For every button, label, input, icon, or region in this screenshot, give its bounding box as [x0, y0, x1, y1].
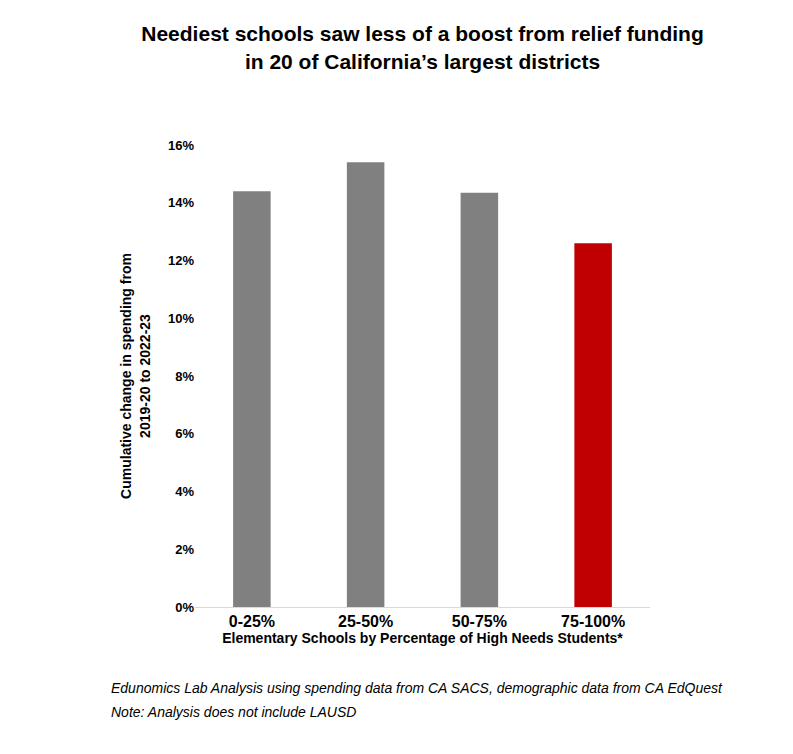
svg-text:8%: 8% — [175, 369, 194, 384]
svg-text:6%: 6% — [175, 426, 194, 441]
svg-text:75-100%: 75-100% — [561, 613, 625, 630]
svg-text:12%: 12% — [168, 253, 194, 268]
svg-text:50-75%: 50-75% — [452, 613, 507, 630]
svg-text:2%: 2% — [175, 542, 194, 557]
svg-text:25-50%: 25-50% — [338, 613, 393, 630]
svg-text:16%: 16% — [168, 138, 194, 153]
svg-text:4%: 4% — [175, 484, 194, 499]
svg-text:10%: 10% — [168, 311, 194, 326]
svg-text:Cumulative change in spending: Cumulative change in spending from2019-2… — [118, 253, 152, 499]
svg-text:0%: 0% — [175, 600, 194, 615]
svg-text:0-25%: 0-25% — [229, 613, 275, 630]
svg-text:14%: 14% — [168, 195, 194, 210]
svg-text:Note: Analysis does not includ: Note: Analysis does not include LAUSD — [111, 704, 356, 720]
svg-text:Elementary Schools by Percenta: Elementary Schools by Percentage of High… — [222, 630, 623, 646]
svg-text:Edunomics Lab Analysis using s: Edunomics Lab Analysis using spending da… — [111, 680, 723, 696]
svg-text:Neediest schools saw less of a: Neediest schools saw less of a boost fro… — [141, 22, 703, 72]
